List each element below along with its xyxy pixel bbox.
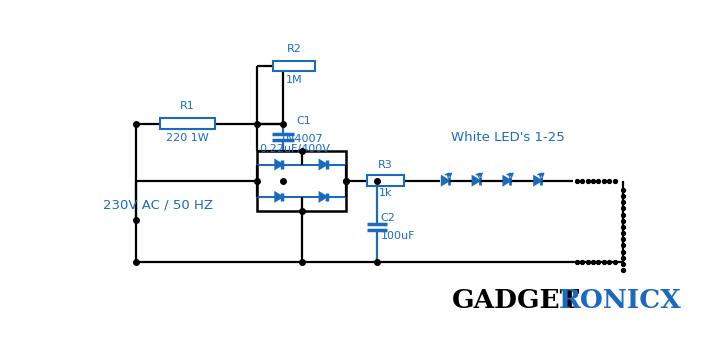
Polygon shape: [275, 193, 282, 201]
Text: C1: C1: [297, 116, 311, 126]
Text: GADGET: GADGET: [452, 288, 580, 313]
Polygon shape: [275, 160, 282, 169]
Polygon shape: [534, 176, 541, 185]
Polygon shape: [320, 193, 327, 201]
Text: 1k: 1k: [379, 188, 392, 198]
Bar: [257, 151, 346, 211]
Polygon shape: [472, 176, 480, 185]
Text: RONICX: RONICX: [559, 288, 682, 313]
Polygon shape: [442, 176, 449, 185]
Text: 220 1W: 220 1W: [166, 133, 209, 143]
Text: White LED's 1-25: White LED's 1-25: [451, 131, 564, 145]
Text: 1N4007: 1N4007: [280, 135, 323, 145]
Text: 1M: 1M: [286, 75, 302, 85]
Polygon shape: [320, 160, 327, 169]
Text: C2: C2: [381, 213, 395, 223]
Bar: [367, 175, 404, 186]
Text: 230V AC / 50 HZ: 230V AC / 50 HZ: [104, 198, 213, 211]
Text: 0.22uF/400V: 0.22uF/400V: [260, 145, 330, 155]
Bar: [160, 118, 215, 129]
Polygon shape: [503, 176, 510, 185]
Text: R1: R1: [180, 101, 194, 111]
Bar: [273, 61, 315, 71]
Text: 100uF: 100uF: [381, 231, 415, 241]
Text: R2: R2: [287, 44, 302, 54]
Text: R3: R3: [378, 160, 393, 170]
